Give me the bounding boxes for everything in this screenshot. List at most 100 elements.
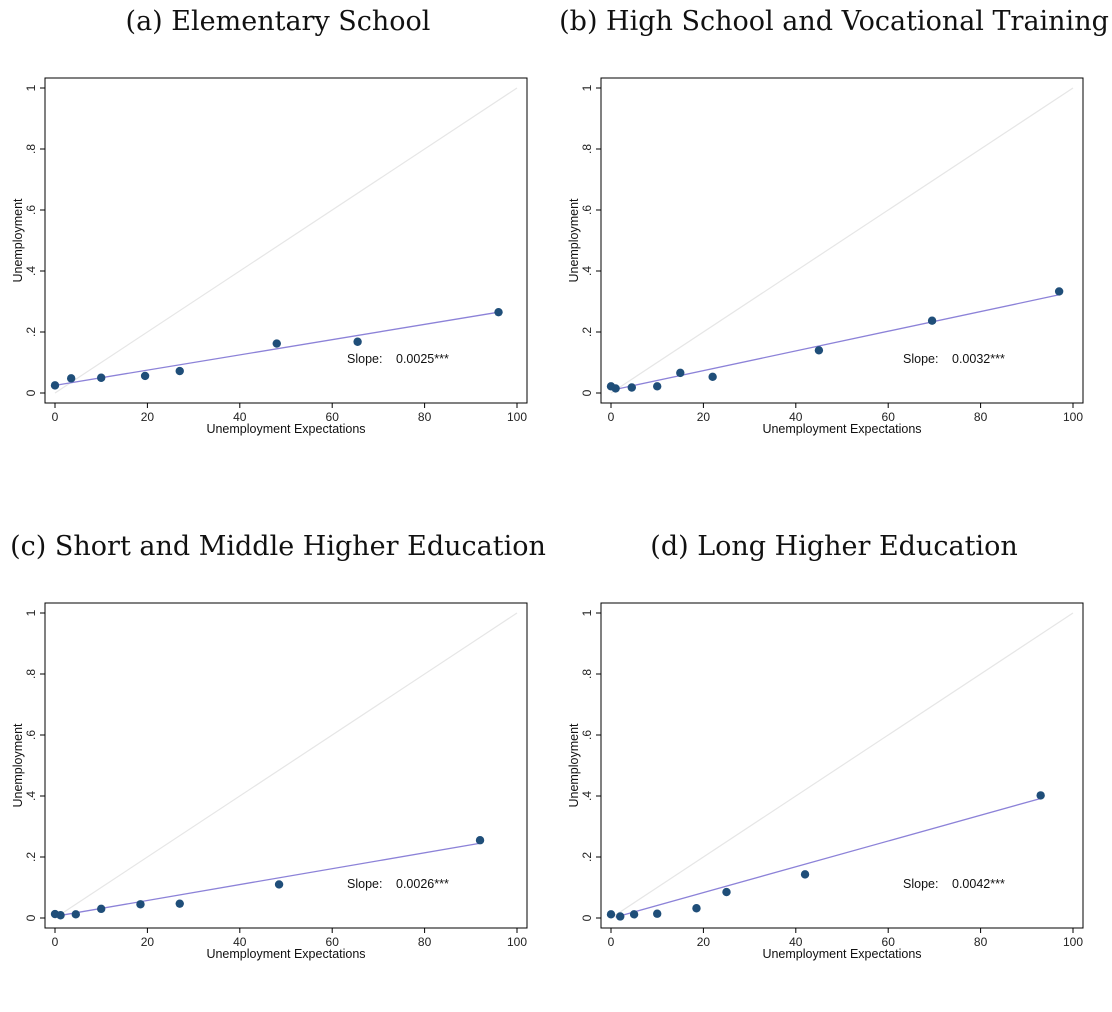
scatter-plot-a: 0 20 40 60 80 100 0 .2 .4 .6 .8 1 Unemployment Expec… <box>11 77 528 436</box>
data-point <box>475 836 485 845</box>
y-tick-label: .8 <box>24 144 38 154</box>
slope-label: Slope: <box>903 352 938 366</box>
data-point <box>353 337 362 346</box>
x-tick-label: 40 <box>233 935 247 949</box>
y-tick-label: .6 <box>580 205 594 215</box>
x-tick-label: 80 <box>418 410 432 424</box>
x-tick-label: 20 <box>697 935 711 949</box>
y-tick-label: 0 <box>24 389 38 396</box>
data-point <box>50 381 60 390</box>
y-axis-title: Unemployment <box>11 198 25 283</box>
diagonal-reference-line <box>610 87 1074 394</box>
x-tick-label: 60 <box>882 410 896 424</box>
y-tick-label: .2 <box>24 852 38 862</box>
y-axis-title: Unemployment <box>567 723 581 808</box>
x-tick-label: 0 <box>52 935 59 949</box>
x-tick-label: 20 <box>141 410 155 424</box>
fitted-line <box>615 294 1060 390</box>
y-axis-title: Unemployment <box>567 198 581 283</box>
y-tick-label: .8 <box>580 669 594 679</box>
y-tick-label: .8 <box>24 669 38 679</box>
data-point <box>708 372 717 382</box>
data-point <box>800 870 810 879</box>
x-tick-label: 80 <box>974 935 988 949</box>
data-point <box>175 899 184 908</box>
data-point <box>272 339 281 348</box>
data-point <box>653 909 662 918</box>
data-point <box>676 368 685 378</box>
x-tick-label: 0 <box>52 410 59 424</box>
x-tick-label: 40 <box>789 935 803 949</box>
data-point <box>494 307 503 317</box>
panel-title: (c) Short and Middle Higher Education <box>10 531 546 562</box>
scatter-plot-d: 0 20 40 60 80 100 0 .2 .4 .6 .8 1 Unemployment Expec… <box>567 602 1084 961</box>
chart-panel-b: (b) High School and Vocational Training … <box>556 0 1112 487</box>
data-point <box>616 912 625 921</box>
x-axis-title: Unemployment Expectations <box>206 947 365 961</box>
panel-title: (a) Elementary School <box>125 6 431 37</box>
y-tick-label: 1 <box>24 609 38 616</box>
data-point <box>140 371 150 381</box>
data-point <box>692 904 701 913</box>
slope-label: Slope: <box>347 352 382 366</box>
x-axis-title: Unemployment Expectations <box>762 947 921 961</box>
y-tick-label: .4 <box>580 791 594 801</box>
diagonal-reference-line <box>54 87 518 394</box>
slope-value: 0.0025*** <box>396 352 449 366</box>
chart-panel-c: (c) Short and Middle Higher Education 0 2… <box>0 525 556 1012</box>
x-tick-label: 60 <box>882 935 896 949</box>
data-point <box>1036 791 1045 800</box>
data-point <box>611 384 620 393</box>
y-tick-label: .2 <box>580 327 594 337</box>
panel-title: (b) High School and Vocational Training <box>559 6 1109 37</box>
fitted-line <box>615 797 1041 918</box>
y-tick-label: .2 <box>580 852 594 862</box>
y-tick-label: .4 <box>24 791 38 801</box>
data-point <box>653 382 662 391</box>
slope-label: Slope: <box>903 877 938 891</box>
x-tick-label: 0 <box>608 935 615 949</box>
slope-value: 0.0042*** <box>952 877 1005 891</box>
scatter-plot-c: 0 20 40 60 80 100 0 .2 .4 .6 .8 1 Unemployment Expec… <box>11 602 528 961</box>
slope-value: 0.0032*** <box>952 352 1005 366</box>
y-tick-label: 1 <box>580 84 594 91</box>
y-tick-label: 0 <box>580 389 594 396</box>
y-tick-label: .6 <box>24 205 38 215</box>
data-point <box>97 904 106 914</box>
data-point <box>71 910 80 919</box>
data-point <box>175 366 184 376</box>
x-tick-label: 20 <box>141 935 155 949</box>
fitted-line <box>59 842 481 917</box>
plot-frame <box>600 77 1084 404</box>
x-tick-label: 80 <box>418 935 432 949</box>
x-axis-title: Unemployment Expectations <box>206 422 365 436</box>
x-tick-label: 60 <box>326 935 340 949</box>
y-tick-label: .4 <box>24 266 38 276</box>
diagonal-reference-line <box>610 612 1074 919</box>
plot-frame <box>44 602 528 929</box>
data-point <box>814 346 824 355</box>
panel-title: (d) Long Higher Education <box>650 531 1018 562</box>
data-point <box>1054 287 1064 296</box>
y-tick-label: .6 <box>24 730 38 740</box>
y-tick-label: 0 <box>580 914 594 921</box>
data-point <box>629 910 639 919</box>
diagonal-reference-line <box>54 612 518 919</box>
y-tick-label: .6 <box>580 730 594 740</box>
plot-frame <box>44 77 528 404</box>
data-point <box>722 887 731 897</box>
x-tick-label: 100 <box>507 410 527 424</box>
plot-frame <box>600 602 1084 929</box>
data-point <box>606 910 616 919</box>
x-tick-label: 40 <box>789 410 803 424</box>
data-point <box>56 911 65 920</box>
y-tick-label: .4 <box>580 266 594 276</box>
chart-panel-d: (d) Long Higher Education 0 20 40 60 80 100 0.… <box>556 525 1112 1012</box>
x-tick-label: 0 <box>608 410 615 424</box>
x-tick-label: 100 <box>507 935 527 949</box>
x-tick-label: 60 <box>326 410 340 424</box>
data-point <box>66 374 76 383</box>
y-tick-label: 0 <box>24 914 38 921</box>
slope-value: 0.0026*** <box>396 877 449 891</box>
x-tick-label: 100 <box>1063 410 1083 424</box>
